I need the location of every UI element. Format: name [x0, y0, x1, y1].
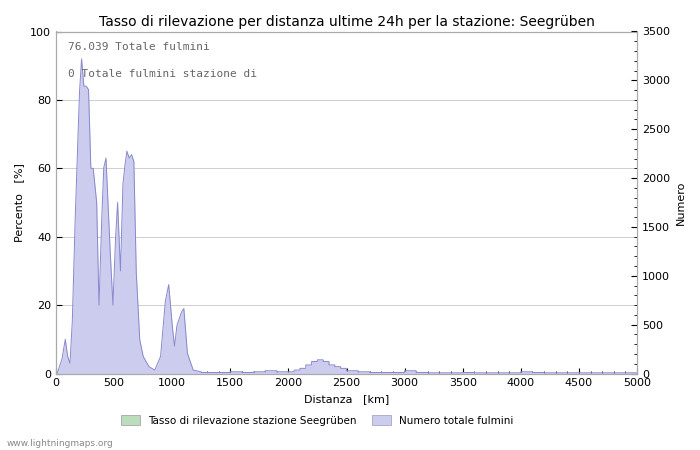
Text: 76.039 Totale fulmini: 76.039 Totale fulmini [68, 42, 209, 52]
Text: 0 Totale fulmini stazione di: 0 Totale fulmini stazione di [68, 69, 257, 79]
Text: www.lightningmaps.org: www.lightningmaps.org [7, 439, 113, 448]
Legend: Tasso di rilevazione stazione Seegrüben, Numero totale fulmini: Tasso di rilevazione stazione Seegrüben,… [117, 411, 518, 430]
Title: Tasso di rilevazione per distanza ultime 24h per la stazione: Seegrüben: Tasso di rilevazione per distanza ultime… [99, 15, 594, 29]
X-axis label: Distanza   [km]: Distanza [km] [304, 394, 389, 404]
Y-axis label: Percento   [%]: Percento [%] [15, 163, 24, 242]
Y-axis label: Numero: Numero [676, 180, 685, 225]
